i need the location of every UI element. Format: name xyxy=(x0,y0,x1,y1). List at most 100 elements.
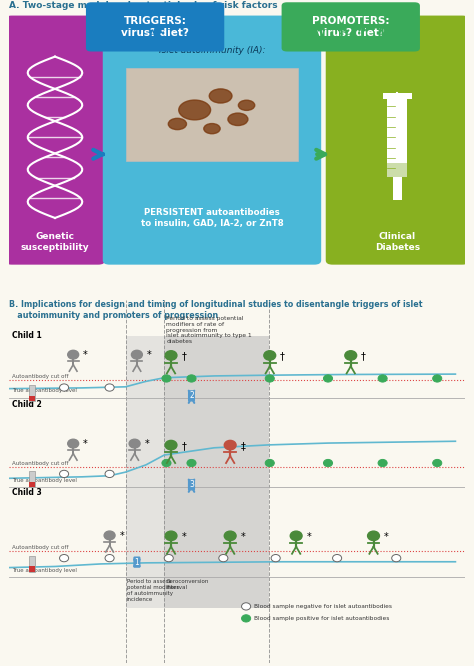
Text: *: * xyxy=(383,532,388,542)
Circle shape xyxy=(209,89,232,103)
Circle shape xyxy=(187,375,196,382)
Bar xyxy=(383,93,412,99)
Circle shape xyxy=(60,470,69,478)
Text: True autoantibody level: True autoantibody level xyxy=(12,478,77,483)
Circle shape xyxy=(60,384,69,391)
Text: Genetic
susceptibility: Genetic susceptibility xyxy=(21,232,89,252)
Text: PROMOTERS:
virus? diet?: PROMOTERS: virus? diet? xyxy=(312,16,390,38)
Circle shape xyxy=(165,351,177,360)
FancyBboxPatch shape xyxy=(103,15,321,264)
Text: ‡: ‡ xyxy=(241,442,246,452)
Text: PERSISTENT autoantibodies
to insulin, GAD, IA-2, or ZnT8: PERSISTENT autoantibodies to insulin, GA… xyxy=(141,208,283,228)
Bar xyxy=(126,336,164,608)
Text: B. Implications for design and timing of longitudinal studies to disentangle tri: B. Implications for design and timing of… xyxy=(9,300,423,320)
Bar xyxy=(29,482,36,488)
Circle shape xyxy=(105,384,114,391)
Text: Blood sample positive for islet autoantibodies: Blood sample positive for islet autoanti… xyxy=(254,616,390,621)
FancyBboxPatch shape xyxy=(86,2,224,51)
Circle shape xyxy=(392,555,401,561)
Text: True autoantibody level: True autoantibody level xyxy=(12,388,77,393)
Bar xyxy=(29,472,36,488)
Circle shape xyxy=(345,351,356,360)
Circle shape xyxy=(378,375,387,382)
Text: *: * xyxy=(147,350,152,360)
Text: †: † xyxy=(361,352,365,362)
Circle shape xyxy=(242,615,251,622)
Circle shape xyxy=(264,351,276,360)
Bar xyxy=(387,163,408,177)
Circle shape xyxy=(333,555,342,561)
Circle shape xyxy=(60,555,69,561)
Circle shape xyxy=(165,440,177,450)
Circle shape xyxy=(162,375,171,382)
Circle shape xyxy=(129,439,140,448)
Circle shape xyxy=(242,603,251,610)
Circle shape xyxy=(228,113,248,125)
Circle shape xyxy=(162,460,171,467)
Text: 3: 3 xyxy=(189,480,194,490)
FancyBboxPatch shape xyxy=(126,68,299,161)
Circle shape xyxy=(433,375,442,382)
Circle shape xyxy=(131,350,142,359)
Circle shape xyxy=(165,531,177,541)
Text: A. Two-stage model and potential role of risk factors: A. Two-stage model and potential role of… xyxy=(9,1,278,9)
Bar xyxy=(393,175,402,200)
Circle shape xyxy=(271,555,280,561)
Bar xyxy=(29,555,36,571)
Bar xyxy=(29,396,36,401)
Text: Blood sample negative for islet autoantibodies: Blood sample negative for islet autoanti… xyxy=(254,604,392,609)
Circle shape xyxy=(265,375,274,382)
Text: True autoantibody level: True autoantibody level xyxy=(12,567,77,573)
Circle shape xyxy=(378,460,387,467)
Text: *: * xyxy=(119,531,124,541)
Text: Child 2: Child 2 xyxy=(12,400,42,408)
Circle shape xyxy=(204,124,220,134)
Circle shape xyxy=(68,350,79,359)
Text: Autoantibody cut off: Autoantibody cut off xyxy=(12,374,68,379)
Bar xyxy=(164,336,269,608)
Text: Child 1: Child 1 xyxy=(12,330,42,340)
Circle shape xyxy=(187,460,196,467)
FancyBboxPatch shape xyxy=(326,15,469,264)
Text: *: * xyxy=(182,532,186,542)
FancyBboxPatch shape xyxy=(282,2,420,51)
FancyBboxPatch shape xyxy=(5,15,105,264)
Circle shape xyxy=(68,439,79,448)
Text: Period to assess potential
modifiers of rate of
progression from
islet autoimmun: Period to assess potential modifiers of … xyxy=(166,316,252,344)
Text: *: * xyxy=(83,439,88,449)
Text: †: † xyxy=(182,442,186,452)
Circle shape xyxy=(224,531,236,541)
Text: *: * xyxy=(307,532,311,542)
Bar xyxy=(29,566,36,571)
Bar xyxy=(29,385,36,401)
Text: *: * xyxy=(145,439,149,449)
Circle shape xyxy=(368,531,379,541)
Circle shape xyxy=(238,100,255,111)
Circle shape xyxy=(290,531,302,541)
Circle shape xyxy=(433,460,442,467)
Text: †: † xyxy=(280,352,285,362)
Circle shape xyxy=(164,555,173,561)
Circle shape xyxy=(219,555,228,561)
Circle shape xyxy=(224,440,236,450)
Circle shape xyxy=(105,555,114,561)
Text: Islet autoimmunity (IA):: Islet autoimmunity (IA): xyxy=(159,47,265,55)
Text: †: † xyxy=(182,352,186,362)
Circle shape xyxy=(168,119,186,130)
Circle shape xyxy=(104,531,115,539)
Circle shape xyxy=(323,460,333,467)
Text: Autoantibody cut off: Autoantibody cut off xyxy=(12,545,68,550)
Text: Seroconversion
interval: Seroconversion interval xyxy=(166,579,209,590)
Text: Child 3: Child 3 xyxy=(12,488,42,498)
Text: 2: 2 xyxy=(189,392,194,400)
Circle shape xyxy=(105,470,114,478)
Circle shape xyxy=(265,460,274,467)
Text: TRIGGERS:
virus? diet?: TRIGGERS: virus? diet? xyxy=(121,16,189,38)
Text: Autoantibody cut off: Autoantibody cut off xyxy=(12,461,68,466)
Text: *: * xyxy=(83,350,88,360)
Text: Period to assess
potential modifiers
of autoimmunity
incidence: Period to assess potential modifiers of … xyxy=(127,579,179,601)
Text: *: * xyxy=(241,532,246,542)
Text: 1: 1 xyxy=(135,557,139,567)
Text: Clinical
Diabetes: Clinical Diabetes xyxy=(375,232,420,252)
Circle shape xyxy=(179,100,210,120)
